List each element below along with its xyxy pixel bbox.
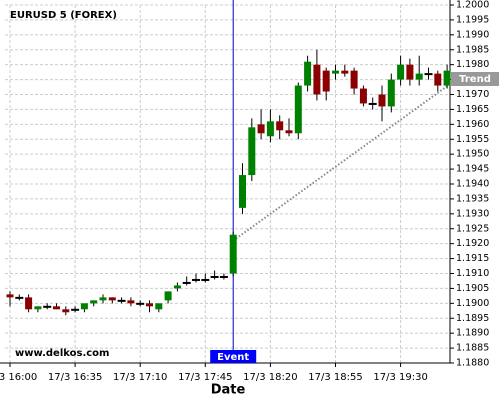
y-tick-label: 1.1905 [456,283,489,294]
y-tick-label: 1.1890 [456,328,489,339]
x-tick-label: 17/3 17:10 [113,372,167,383]
candle-body [192,278,200,281]
candle-body [359,88,367,104]
candle-body [443,70,451,86]
trend-label: Trend [459,74,491,85]
y-tick-label: 1.1950 [456,149,489,160]
candle-body [294,85,302,134]
y-tick-label: 1.2000 [456,0,489,11]
candle-body [434,73,442,86]
y-tick-label: 1.1910 [456,268,489,279]
candle-body [322,70,330,92]
y-tick-label: 1.1960 [456,119,489,130]
candle-body [173,285,181,289]
y-tick-label: 1.1955 [456,134,489,145]
chart-title: EURUSD 5 (FOREX) [10,10,117,21]
candle-body [71,308,80,311]
y-tick-label: 1.1970 [456,89,489,100]
event-label-bg [210,350,257,363]
trend-line [232,83,451,242]
event-label: Event [217,352,249,363]
candle-body [229,234,237,274]
candle-body [424,73,433,76]
candle-body [6,294,14,298]
y-tick-label: 1.1920 [456,238,489,249]
x-tick-label: 17/3 16:00 [0,372,37,383]
candle-body [34,306,42,310]
candle-body [397,64,405,80]
y-tick-label: 1.1925 [456,223,489,234]
candle-body [127,300,135,304]
candle-body [285,130,293,134]
x-tick-label: 17/3 17:45 [178,372,232,383]
candle-body [53,306,60,310]
y-tick-label: 1.1935 [456,193,489,204]
candle-body [406,64,414,80]
candle-body [368,102,377,105]
y-tick-label: 1.1995 [456,14,489,25]
candle-body [210,275,219,278]
candle-body [332,70,339,74]
candle-body [304,61,312,86]
candle-body [387,79,395,107]
candle-body [415,73,423,80]
y-tick-label: 1.1965 [456,104,489,115]
candle-body [25,297,33,310]
x-axis-label: Date [211,383,246,398]
y-tick-label: 1.1895 [456,313,489,324]
y-tick-label: 1.1980 [456,59,489,70]
x-tick-label: 17/3 18:20 [243,372,297,383]
x-tick-label: 17/3 19:30 [373,372,427,383]
candle-body [219,275,228,278]
watermark: www.delkos.com [15,348,109,359]
candle-body [99,297,107,301]
candle-body [341,70,349,74]
candle-body [313,64,321,95]
candle-body [276,121,284,131]
candle-body [248,127,256,176]
trend-label-bg [451,72,499,86]
y-tick-label: 1.1880 [456,358,489,369]
candle-body [266,121,274,137]
candle-body [146,303,153,307]
candle-body [90,300,98,304]
candle-body [43,305,52,308]
candle-body [350,70,358,89]
candle-body [182,281,191,284]
candle-body [257,124,265,134]
x-tick-label: 17/3 16:35 [48,372,102,383]
candle-body [239,175,246,208]
y-tick-label: 1.1945 [456,164,489,175]
candle-body [15,296,24,299]
candle-body [108,297,116,301]
candle-body [117,299,126,302]
y-tick-label: 1.1885 [456,343,489,354]
candle-body [164,291,172,301]
y-tick-label: 1.1900 [456,298,489,309]
candle-body [80,303,88,310]
y-tick-label: 1.1915 [456,253,489,264]
y-tick-label: 1.1940 [456,179,489,190]
x-tick-label: 17/3 18:55 [308,372,362,383]
candle-body [155,303,163,310]
candle-body [378,94,386,107]
candle-body [62,309,70,313]
y-tick-label: 1.1990 [456,29,489,40]
candle-body [136,302,145,305]
candle-body [201,278,210,281]
y-tick-label: 1.1985 [456,44,489,55]
y-tick-label: 1.1930 [456,208,489,219]
